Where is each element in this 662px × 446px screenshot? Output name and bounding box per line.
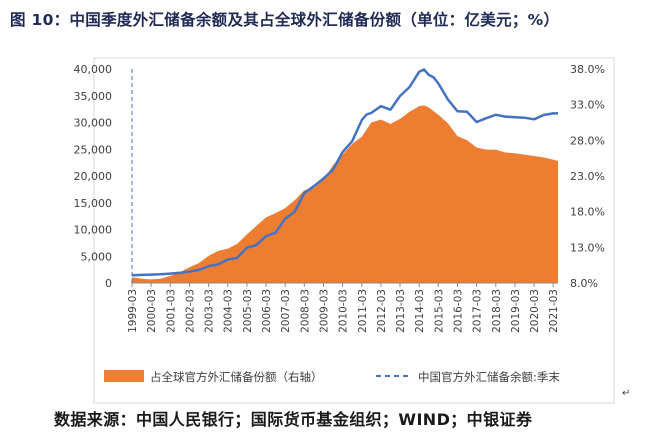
x-axis-tick-label: 2018-03 xyxy=(491,289,503,333)
x-axis-tick-label: 2020-03 xyxy=(529,289,541,333)
x-axis-tick-label: 2015-03 xyxy=(433,289,445,333)
x-axis-tick-label: 2003-03 xyxy=(204,289,216,333)
x-axis-tick-label: 2008-03 xyxy=(299,289,311,333)
chart-title: 图 10：中国季度外汇储备余额及其占全球外汇储备份额（单位：亿美元；%） xyxy=(10,11,560,29)
x-axis-tick-label: 2006-03 xyxy=(261,289,273,333)
right-axis-tick-label: 33.0% xyxy=(570,99,605,112)
left-axis-tick-label: 10,000 xyxy=(74,224,113,237)
area-series-share xyxy=(132,105,558,284)
legend-label-reserves: 中国官方外汇储备余额:季末 xyxy=(418,370,560,384)
left-axis-tick-label: 30,000 xyxy=(74,117,113,130)
x-axis-tick-label: 2019-03 xyxy=(510,289,522,333)
right-axis-tick-label: 23.0% xyxy=(570,170,605,183)
right-axis-tick-label: 38.0% xyxy=(570,63,605,76)
left-axis-tick-label: 40,000 xyxy=(74,63,113,76)
x-axis-tick-label: 2000-03 xyxy=(146,289,158,333)
x-axis-tick-label: 2012-03 xyxy=(376,289,388,333)
plot-frame xyxy=(93,57,615,404)
right-axis-tick-label: 13.0% xyxy=(570,241,605,254)
right-axis-tick-label: 8.0% xyxy=(570,277,598,290)
left-axis-tick-label: 25,000 xyxy=(74,143,113,156)
x-axis-tick-label: 2001-03 xyxy=(165,289,177,333)
return-mark: ↵ xyxy=(622,388,630,399)
x-axis-tick-label: 2002-03 xyxy=(184,289,196,333)
x-axis-tick-label: 2016-03 xyxy=(453,289,465,333)
legend-swatch-share xyxy=(104,370,144,382)
right-axis-tick-label: 28.0% xyxy=(570,134,605,147)
x-axis-tick-label: 2007-03 xyxy=(280,289,292,333)
right-axis-tick-label: 18.0% xyxy=(570,206,605,219)
x-axis-tick-label: 2017-03 xyxy=(472,289,484,333)
x-axis-tick-label: 2011-03 xyxy=(357,289,369,333)
left-axis-tick-label: 0 xyxy=(105,277,112,290)
left-axis-tick-label: 15,000 xyxy=(74,197,113,210)
x-axis-tick-label: 2013-03 xyxy=(395,289,407,333)
left-axis-tick-label: 5,000 xyxy=(81,250,113,263)
source-note: 数据来源：中国人民银行；国际货币基金组织；WIND；中银证券 xyxy=(54,410,533,429)
x-axis-tick-label: 2021-03 xyxy=(548,289,560,333)
x-axis-tick-label: 2009-03 xyxy=(319,289,331,333)
line-series-reserves xyxy=(131,68,558,277)
x-axis-tick-label: 2014-03 xyxy=(414,289,426,333)
left-axis-tick-label: 20,000 xyxy=(74,170,113,183)
x-axis-tick-label: 2010-03 xyxy=(338,289,350,333)
x-axis-tick-label: 2005-03 xyxy=(242,289,254,333)
legend-label-share: 占全球官方外汇储备份额（右轴） xyxy=(150,370,323,384)
x-axis-tick-label: 1999-03 xyxy=(127,289,139,333)
left-axis-tick-label: 35,000 xyxy=(74,90,113,103)
x-axis-tick-label: 2004-03 xyxy=(223,289,235,333)
